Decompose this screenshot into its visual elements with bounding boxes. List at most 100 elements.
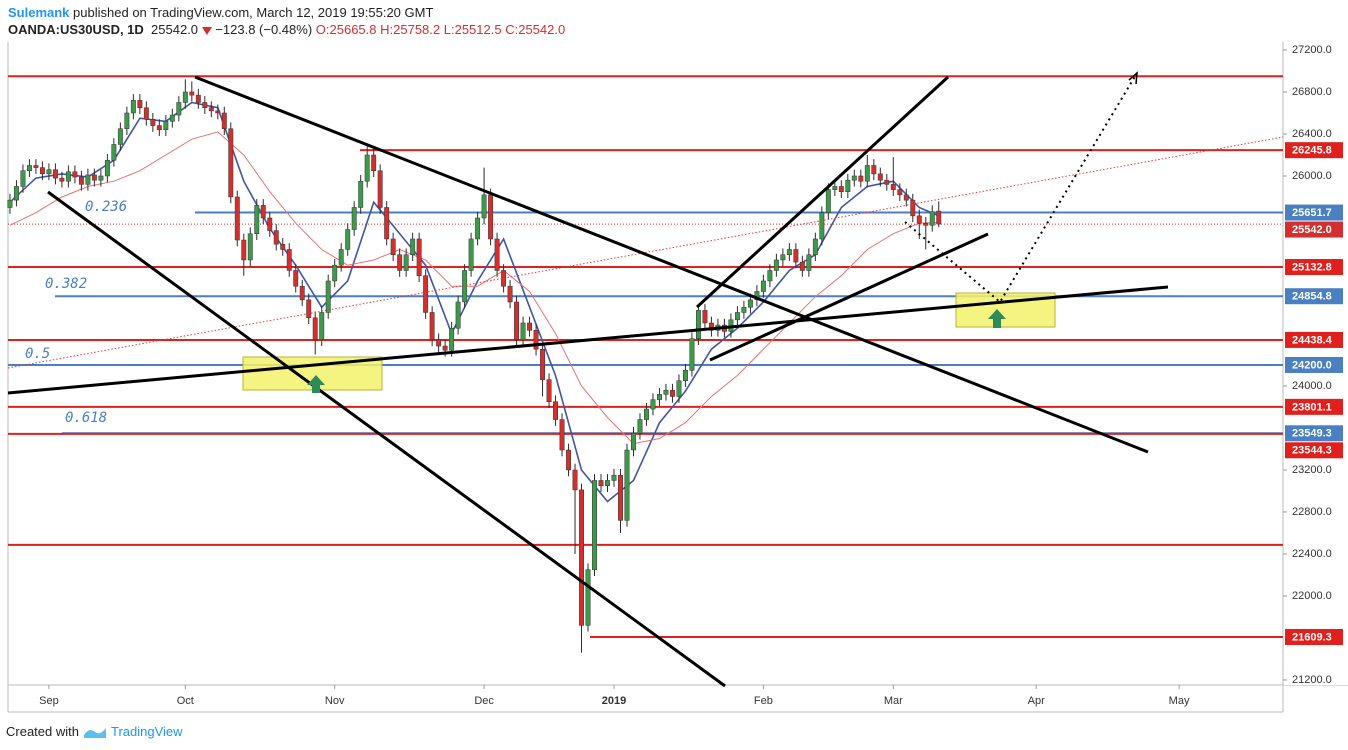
candle-body: [384, 207, 390, 240]
candle-body: [182, 91, 188, 103]
candle-body: [280, 243, 286, 250]
price-tag: [1285, 142, 1343, 159]
candle-body: [592, 480, 597, 570]
candle-body: [46, 169, 52, 175]
candle-body: [26, 165, 32, 171]
price-tag: [1285, 204, 1343, 221]
x-tick-label: Dec: [474, 695, 494, 707]
candle-body: [247, 233, 253, 261]
moving-average: [9, 101, 940, 503]
candle-body: [332, 264, 338, 282]
published: published on TradingView.com, March 12, …: [73, 5, 434, 20]
candle-body: [65, 171, 71, 182]
chart: 0.236 0.382 0.5 0.618 27200.0 26800.0 26400.0…: [7, 42, 1348, 713]
candle-body: [475, 217, 481, 240]
candle-body: [358, 180, 364, 208]
price-tag-label: 23544.3: [1292, 445, 1332, 457]
candle-body: [286, 249, 292, 271]
change: −123.8 (−0.48%): [215, 22, 313, 37]
candle-body: [228, 128, 234, 198]
x-tick-label: Apr: [1028, 695, 1045, 707]
candle-body: [241, 239, 247, 261]
candle-body: [644, 408, 649, 420]
candle-body: [637, 419, 643, 434]
candle-body: [221, 112, 227, 129]
price-tag: [1285, 628, 1343, 645]
candle-body: [494, 238, 500, 271]
candle-body: [845, 179, 851, 192]
candle-body: [507, 285, 513, 303]
candle-body: [39, 167, 45, 175]
candle-body: [819, 212, 825, 240]
price-tag-label: 23549.3: [1292, 428, 1332, 440]
candle-body: [929, 211, 935, 226]
candle-body: [20, 170, 26, 187]
candle-body: [59, 177, 65, 182]
candle-body: [708, 322, 714, 331]
trend-line: [7, 136, 1284, 369]
x-tick-label: Mar: [884, 695, 903, 707]
candle-body: [254, 205, 260, 234]
candle-body: [618, 474, 623, 521]
fib-label: 0.618: [65, 410, 107, 426]
down-arrow: [201, 27, 212, 36]
x-tick-label: 2019: [602, 695, 626, 707]
candle-body: [429, 312, 435, 341]
candle-body: [546, 379, 552, 402]
candle-body: [702, 310, 708, 324]
x-tick-label: Sep: [39, 695, 59, 707]
header: Sulemank published on TradingView.com, M…: [8, 4, 565, 38]
y-tick-label: 26800.0: [1292, 86, 1332, 98]
price-tag-label: 25651.7: [1292, 207, 1332, 219]
candle-body: [903, 194, 909, 201]
price-tag-label: 26245.8: [1292, 145, 1332, 157]
candle-body: [163, 121, 169, 131]
candle-body: [916, 215, 922, 224]
candle-body: [760, 280, 766, 292]
candle-body: [416, 238, 422, 276]
candle-body: [306, 299, 312, 318]
candle-body: [319, 312, 325, 341]
candle-body: [780, 254, 786, 261]
logo: [83, 727, 106, 738]
candle-body: [657, 394, 662, 400]
candle-body: [585, 569, 591, 626]
candle-body: [832, 186, 838, 190]
trend-line: [709, 232, 989, 362]
candle-body: [13, 186, 19, 201]
price-tag-label: 24200.0: [1292, 359, 1332, 371]
y-tick-label: 23200.0: [1292, 464, 1332, 476]
candle-body: [455, 301, 461, 329]
projection-head: [1128, 71, 1138, 85]
candle-body: [825, 189, 831, 213]
fib-label: 0.236: [85, 199, 127, 215]
high: H:25758.2: [380, 22, 441, 37]
candle-body: [78, 176, 84, 185]
brand[interactable]: TradingView: [110, 724, 183, 739]
y-tick-label: 21200.0: [1292, 674, 1332, 686]
candle-body: [871, 165, 877, 175]
candle-body: [371, 154, 377, 171]
author[interactable]: Sulemank: [8, 5, 70, 20]
candle-body: [33, 165, 39, 168]
candle-body: [682, 369, 688, 381]
price-tag-label: 24438.4: [1292, 334, 1333, 346]
candle-body: [741, 306, 747, 313]
fib-label: 0.382: [45, 276, 87, 292]
candle-body: [786, 249, 792, 255]
candle-body: [299, 285, 305, 301]
trend-line: [194, 75, 1149, 454]
low: L:25512.5: [443, 22, 502, 37]
candle-body: [520, 322, 526, 341]
candle-body: [390, 238, 396, 255]
candle-body: [566, 449, 571, 471]
candle-body: [449, 327, 455, 351]
trend-line: [47, 190, 726, 688]
candle-body: [260, 205, 266, 219]
price-tag: [1285, 356, 1343, 373]
price-tag: [1285, 425, 1343, 442]
candle-body: [858, 175, 864, 182]
price-tag-label: 24854.8: [1292, 291, 1332, 303]
candle-body: [403, 254, 409, 271]
